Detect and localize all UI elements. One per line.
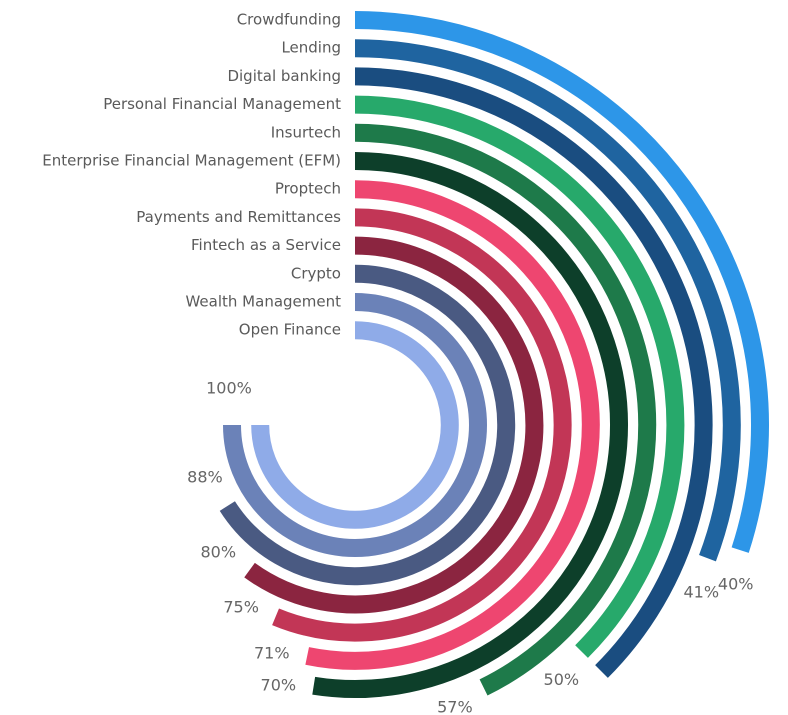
category-label: Crypto	[291, 264, 341, 282]
value-label: 100%	[206, 379, 252, 398]
radial-bar	[312, 152, 628, 698]
radial-bar	[272, 208, 572, 642]
radial-bar	[244, 236, 544, 614]
value-label: 75%	[223, 598, 259, 617]
radial-bar	[354, 39, 741, 562]
value-label: 57%	[437, 698, 473, 715]
radial-bar	[354, 11, 769, 553]
value-label: 88%	[187, 468, 223, 487]
radial-bar	[354, 95, 685, 658]
value-label: 40%	[718, 575, 754, 594]
value-label: 70%	[261, 675, 297, 694]
value-label: 50%	[544, 670, 580, 689]
category-label: Insurtech	[271, 123, 341, 141]
radial-bar	[251, 321, 459, 529]
category-label: Crowdfunding	[237, 11, 341, 29]
category-label: Enterprise Financial Management (EFM)	[42, 152, 341, 170]
radial-bar	[354, 123, 657, 696]
category-label: Open Finance	[239, 321, 341, 339]
radial-bar	[223, 293, 487, 557]
radial-bar	[305, 180, 600, 670]
radial-bar	[219, 264, 516, 586]
category-label: Proptech	[275, 180, 341, 198]
category-label: Fintech as a Service	[191, 236, 341, 254]
value-label: 41%	[683, 582, 719, 601]
radial-bar	[354, 67, 713, 678]
category-label: Payments and Remittances	[136, 208, 341, 226]
category-label: Digital banking	[227, 67, 341, 85]
category-label: Personal Financial Management	[103, 95, 341, 113]
category-label: Lending	[281, 39, 341, 57]
category-label: Wealth Management	[185, 293, 341, 311]
value-label: 71%	[254, 644, 290, 663]
value-label: 80%	[200, 543, 236, 562]
